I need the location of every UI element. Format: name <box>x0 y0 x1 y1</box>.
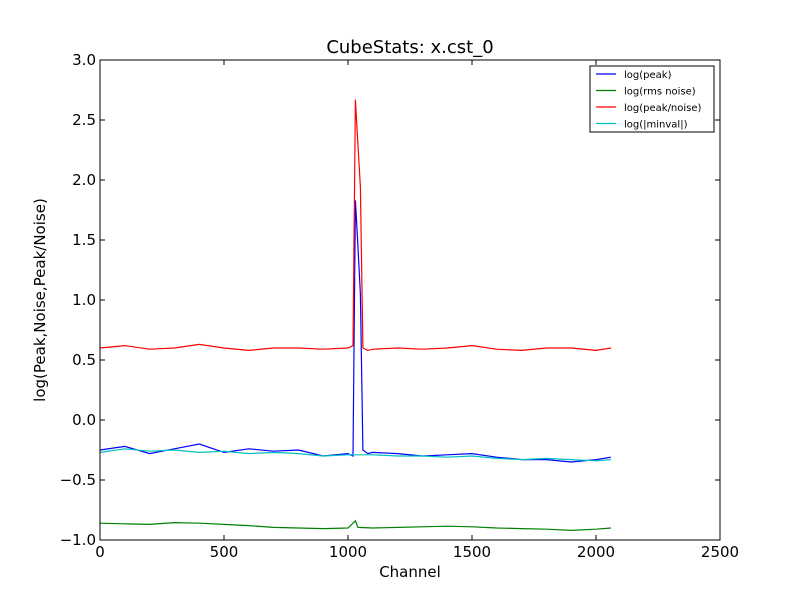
legend-box <box>589 65 715 133</box>
series-line-0 <box>99 200 611 463</box>
series-line-3 <box>99 448 611 462</box>
x-tick-label: 1000 <box>329 543 367 561</box>
y-axis-label: log(Peak,Noise,Peak/Noise) <box>31 198 49 402</box>
x-tick-label: 500 <box>210 543 239 561</box>
legend-label-0: log(peak) <box>624 70 672 81</box>
series-line-2 <box>99 99 611 352</box>
y-tick-label: 1.5 <box>72 231 96 249</box>
legend-label-2: log(peak/noise) <box>624 103 702 114</box>
legend-label-3: log(|minval|) <box>624 120 688 131</box>
series-line-1 <box>99 519 611 532</box>
y-tick-label: 3.0 <box>72 51 96 69</box>
series-layer <box>99 99 611 532</box>
chart-title: CubeStats: x.cst_0 <box>326 37 493 58</box>
y-tick-label: 2.0 <box>72 171 96 189</box>
x-tick-label: 1500 <box>453 543 491 561</box>
x-tick-label: 2000 <box>577 543 615 561</box>
y-tick-label: 1.0 <box>72 291 96 309</box>
x-tick-label: 0 <box>95 543 105 561</box>
legend-label-1: log(rms noise) <box>624 87 696 98</box>
x-axis-label: Channel <box>379 563 441 581</box>
x-tick-label: 2500 <box>701 543 739 561</box>
legend: log(peak) log(rms noise) log(peak/noise) lo… <box>589 65 715 133</box>
tick-layer: 0 500 1000 1500 2000 2500 −1.0 −0.5 0.0 0.5 1.0 1.5… <box>60 51 740 561</box>
y-tick-label: 0.0 <box>72 411 96 429</box>
y-tick-label: 2.5 <box>72 111 96 129</box>
y-tick-label: −0.5 <box>60 471 96 489</box>
y-tick-label: −1.0 <box>60 531 96 549</box>
y-tick-label: 0.5 <box>72 351 96 369</box>
